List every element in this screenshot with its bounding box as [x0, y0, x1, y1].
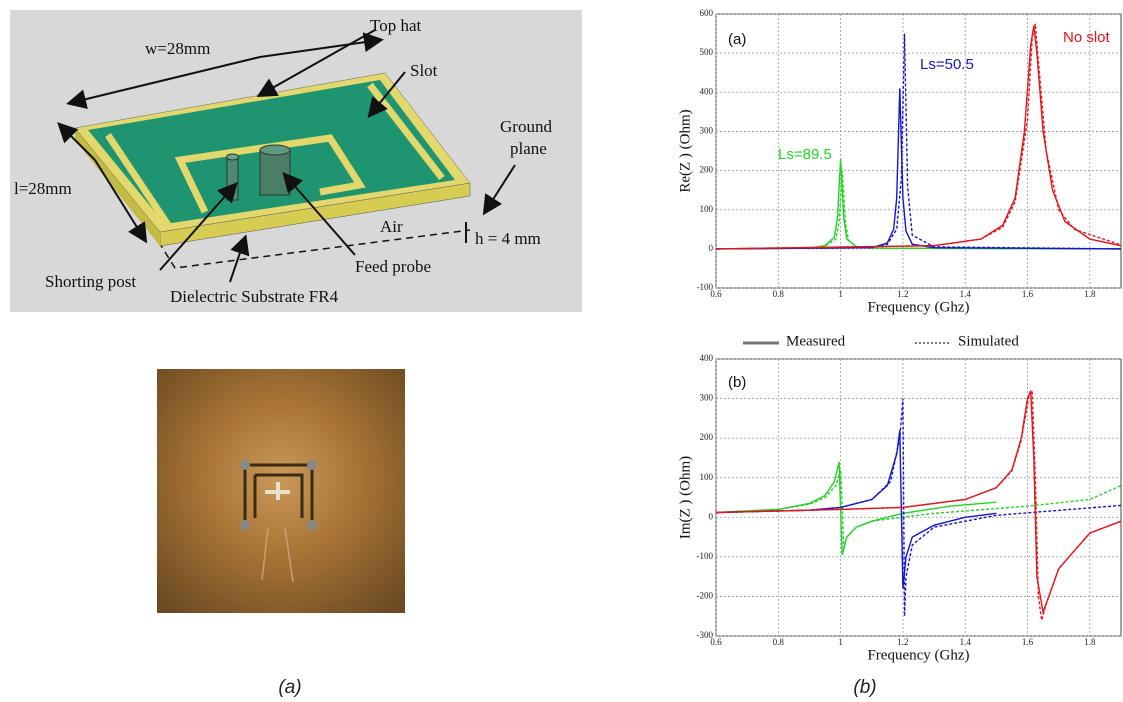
y-tick-label: 400	[700, 86, 714, 96]
y-tick-label: -200	[697, 590, 714, 600]
x-tick-label: 1	[838, 289, 843, 299]
y-tick-label: 0	[709, 511, 714, 521]
label: l=28mm	[14, 179, 72, 198]
y-axis-title: Im(Z ) (Ohm)	[677, 456, 693, 539]
y-tick-label: 600	[700, 8, 714, 18]
series-line	[715, 388, 1122, 621]
x-axis-title: Frequency (Ghz)	[867, 299, 969, 315]
y-tick-label: 200	[700, 165, 714, 175]
series-line	[715, 398, 1122, 617]
y-tick-label: 500	[700, 47, 714, 57]
legend-label: Simulated	[958, 333, 1019, 349]
series-line	[715, 23, 1122, 250]
x-tick-label: 1.2	[897, 289, 908, 299]
x-tick-label: 0.8	[773, 289, 785, 299]
label: Ground	[500, 117, 552, 136]
x-tick-label: 1.2	[897, 637, 908, 647]
y-tick-label: 300	[700, 393, 714, 403]
y-tick-label: 100	[700, 204, 714, 214]
label: Feed probe	[355, 257, 431, 276]
y-tick-label: -100	[697, 551, 714, 561]
label: Shorting post	[45, 272, 136, 291]
x-tick-label: 1.8	[1084, 289, 1096, 299]
label: Dielectric Substrate FR4	[170, 287, 339, 306]
x-tick-label: 1	[838, 637, 843, 647]
x-tick-label: 1.8	[1084, 637, 1096, 647]
annotation: (a)	[728, 31, 746, 48]
x-tick-label: 1.4	[960, 637, 972, 647]
y-tick-label: 0	[709, 243, 714, 253]
y-tick-label: 100	[700, 472, 714, 482]
y-tick-label: -100	[697, 282, 714, 292]
label: Slot	[410, 61, 438, 80]
series-line	[715, 461, 997, 556]
x-tick-label: 1.6	[1022, 289, 1034, 299]
series-line	[715, 170, 1122, 250]
x-tick-label: 0.8	[773, 637, 785, 647]
y-tick-label: 400	[700, 353, 714, 363]
y-tick-label: -300	[697, 630, 714, 640]
label: w=28mm	[145, 39, 210, 58]
series-line	[715, 469, 1122, 550]
legend-label: Measured	[786, 333, 846, 349]
x-tick-label: 0.6	[710, 637, 722, 647]
annotation: No slot	[1063, 29, 1111, 46]
annotation: Ls=89.5	[778, 146, 832, 163]
y-tick-label: 200	[700, 432, 714, 442]
annotation: (b)	[728, 374, 746, 391]
antenna-photo	[157, 369, 405, 613]
plot-area	[715, 13, 1122, 289]
plot-area	[715, 358, 1122, 637]
antenna-diagram: Top hat w=28mm Slot Ground plane l=28mm …	[10, 10, 582, 312]
x-axis-title: Frequency (Ghz)	[867, 647, 969, 663]
caption: (b)	[853, 677, 876, 698]
y-tick-label: 300	[700, 125, 714, 135]
caption: (a)	[278, 677, 301, 698]
x-tick-label: 1.4	[960, 289, 972, 299]
annotation: Ls=50.5	[920, 56, 974, 73]
x-tick-label: 1.6	[1022, 637, 1034, 647]
x-tick-label: 0.6	[710, 289, 722, 299]
series-line	[715, 33, 1122, 250]
label: h = 4 mm	[475, 229, 541, 248]
label: plane	[510, 139, 547, 158]
label: Air	[380, 217, 403, 236]
label: Top hat	[370, 16, 421, 35]
y-axis-title: Re(Z ) (Ohm)	[677, 109, 693, 192]
